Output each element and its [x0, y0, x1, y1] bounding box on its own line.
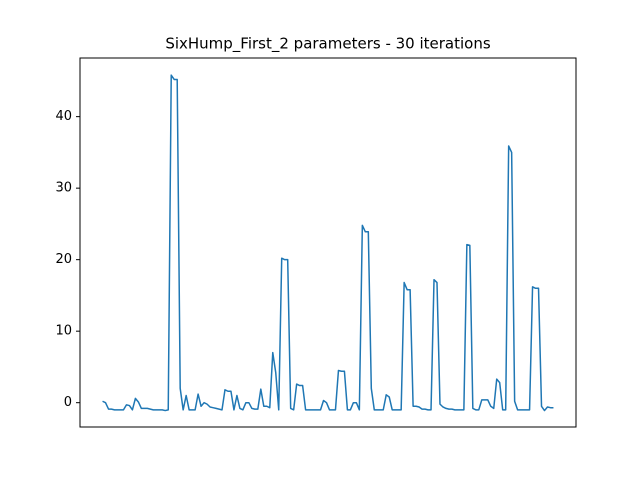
- axes-frame: [79, 57, 577, 428]
- y-tick-label: 30: [55, 181, 72, 196]
- y-tick-label: 40: [55, 109, 72, 124]
- y-tick-label: 10: [55, 324, 72, 339]
- chart-title: SixHump_First_2 parameters - 30 iteratio…: [165, 35, 491, 54]
- data-line: [102, 74, 554, 412]
- y-tick-label: 20: [55, 252, 72, 267]
- y-tick-label: 0: [64, 395, 72, 410]
